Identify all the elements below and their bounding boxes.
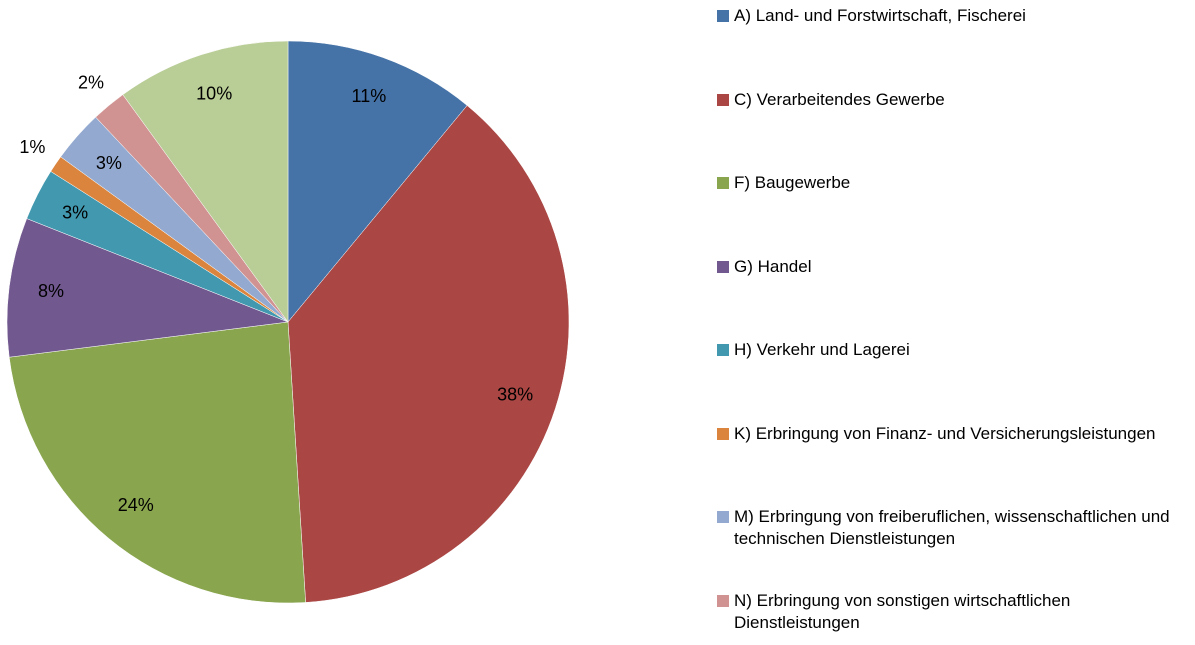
legend-label: A) Land- und Forstwirtschaft, Fischerei [734,6,1026,25]
pie-slice [8,321,306,604]
data-label: 24% [118,495,154,515]
data-label: 11% [352,86,387,106]
legend-label: F) Baugewerbe [734,173,851,192]
legend-label: N) Erbringung von sonstigen wirtschaftli… [734,590,1071,632]
legend-entry: H) Verkehr und Lagerei [717,339,1177,361]
legend-entry: K) Erbringung von Finanz- und Versicheru… [717,423,1177,445]
legend-swatch [717,427,729,440]
legend-label: K) Erbringung von Finanz- und Versicheru… [734,423,1156,443]
pie-slice [287,105,570,603]
data-label: 3% [96,153,122,173]
legend-swatch [717,594,729,607]
data-label: 38% [497,385,533,405]
data-label: 1% [19,137,45,157]
legend-label: M) Erbringung von freiberuflichen, wisse… [734,507,1170,548]
legend-entry: C) Verarbeitendes Gewerbe [717,89,1177,111]
data-label: 8% [38,281,64,301]
legend-swatch [717,344,729,356]
data-label: 3% [62,202,88,222]
data-label: 10% [196,84,232,104]
pie-slice [287,40,468,323]
legend-entry: M) Erbringung von freiberuflichen, wisse… [717,506,1177,550]
legend-entry: F) Baugewerbe [717,172,1177,194]
legend-swatch [717,10,729,22]
pie-slice [122,40,289,323]
legend-swatch [717,260,729,273]
legend-entry: G) Handel [717,256,1177,278]
legend-entry: A) Land- und Forstwirtschaft, Fischerei [717,5,1177,27]
legend-label: H) Verkehr und Lagerei [734,340,910,359]
pie-slice [6,218,289,358]
legend: A) Land- und Forstwirtschaft, Fischerei C… [717,0,1187,645]
legend-swatch [717,511,729,523]
chart: 11% 38% 24% 8% 3% 1% 3% 2% 10% [6,40,570,604]
legend-label: C) Verarbeitendes Gewerbe [734,89,945,109]
data-label: 2% [78,73,104,93]
legend-label: G) Handel [734,256,812,276]
legend-swatch [717,177,729,189]
legend-entry: N) Erbringung von sonstigen wirtschaftli… [717,590,1177,634]
legend-swatch [717,93,729,106]
